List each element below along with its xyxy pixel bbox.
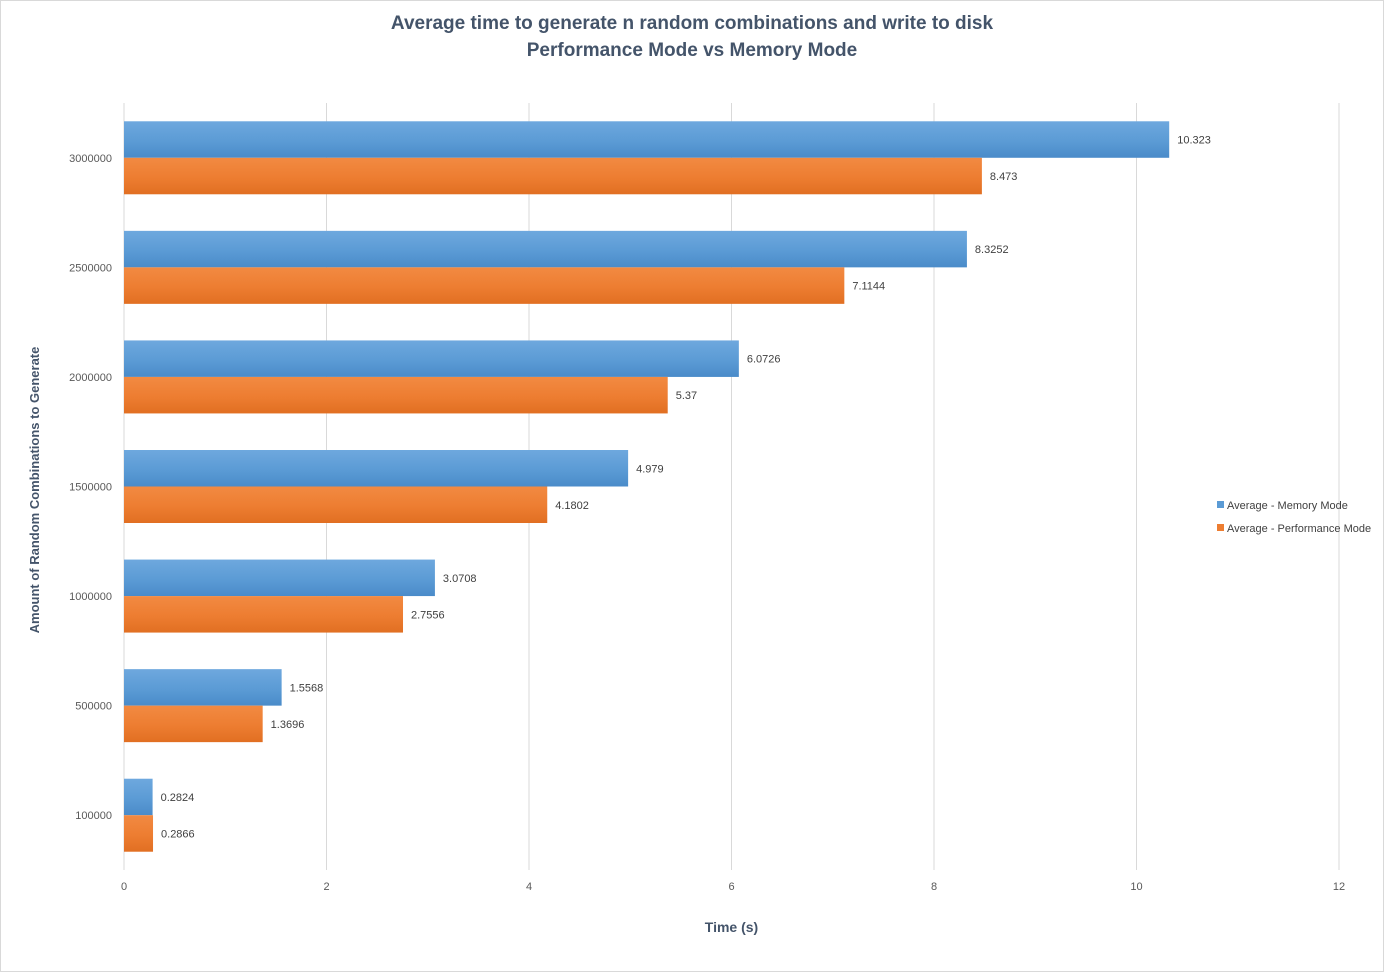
y-tick-label: 1500000 (69, 482, 112, 494)
legend-swatch (1217, 501, 1224, 508)
data-label: 0.2824 (161, 792, 195, 804)
bar-memory-mode (124, 121, 1170, 158)
y-axis-label: Amount of Random Combinations to Generat… (27, 347, 42, 634)
x-tick-label: 10 (1130, 881, 1142, 893)
data-label: 8.473 (990, 171, 1018, 183)
bar-memory-mode (124, 450, 629, 487)
bar-memory-mode (124, 230, 967, 268)
x-tick-label: 12 (1333, 881, 1345, 893)
x-tick-label: 6 (728, 881, 734, 893)
y-tick-label: 1000000 (69, 591, 112, 603)
y-tick-label: 100000 (75, 810, 112, 822)
bar-memory-mode (124, 778, 153, 816)
data-label: 1.3696 (271, 719, 305, 731)
bar-memory-mode (124, 340, 739, 377)
x-tick-label: 0 (121, 881, 127, 893)
data-label: 5.37 (676, 390, 697, 402)
bar-performance-mode (124, 596, 404, 633)
bar-performance-mode (124, 705, 263, 743)
data-label: 6.0726 (747, 354, 781, 366)
bar-memory-mode (124, 669, 282, 706)
data-label: 2.7556 (411, 609, 445, 621)
y-tick-label: 2500000 (69, 262, 112, 274)
bar-performance-mode (124, 267, 845, 304)
legend-entry: Average - Performance Mode (1227, 523, 1371, 535)
x-tick-label: 8 (931, 881, 937, 893)
x-tick-label: 4 (526, 881, 532, 893)
data-label: 1.5568 (290, 682, 324, 694)
chart-title-line-1: Average time to generate n random combin… (390, 13, 994, 34)
legend-swatch (1217, 524, 1224, 531)
x-tick-label: 2 (323, 881, 329, 893)
y-tick-label: 3000000 (69, 153, 112, 165)
bar-performance-mode (124, 486, 548, 523)
data-label: 7.1144 (852, 281, 885, 293)
data-label: 3.0708 (443, 573, 477, 585)
y-tick-label: 500000 (75, 701, 112, 713)
bar-performance-mode (124, 376, 668, 414)
data-label: 10.323 (1177, 135, 1211, 147)
bar-performance-mode (124, 815, 154, 852)
y-tick-label: 2000000 (69, 372, 112, 384)
bar-memory-mode (124, 559, 435, 597)
data-label: 4.1802 (555, 500, 589, 512)
data-label: 0.2866 (161, 828, 195, 840)
bar-performance-mode (124, 157, 982, 195)
data-label: 4.979 (636, 463, 664, 475)
data-label: 8.3252 (975, 244, 1009, 256)
chart-title-line-2: Performance Mode vs Memory Mode (526, 40, 858, 61)
legend-entry: Average - Memory Mode (1227, 500, 1348, 512)
x-axis-label: Time (s) (705, 919, 758, 935)
